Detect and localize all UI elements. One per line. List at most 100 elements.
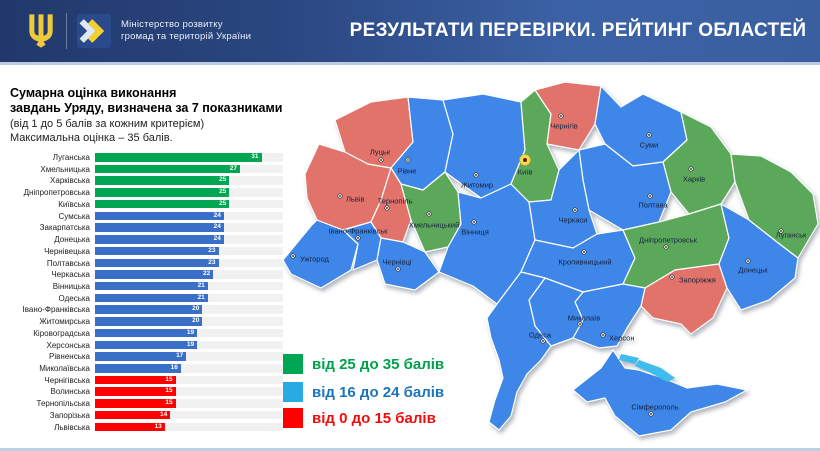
- chart-bar-label: Полтавська: [46, 258, 90, 268]
- ukraine-trident-icon: [29, 14, 53, 48]
- map-region-zaporizhzhia: [640, 263, 728, 335]
- chart-bar-value: 24: [213, 223, 221, 231]
- chart-bar-label: Вінницька: [52, 281, 90, 291]
- chart-bar-value: 22: [202, 270, 211, 278]
- legend-item: від 16 до 24 балів: [283, 382, 444, 402]
- city-label-luhansk: Луганськ: [776, 231, 807, 240]
- city-label-kyiv: Київ: [518, 168, 533, 177]
- chart-bar-value: 15: [165, 399, 173, 407]
- chart-bar: 25: [95, 199, 230, 209]
- city-label-crimea: Сімферополь: [631, 403, 678, 412]
- city-label-chernihiv: Чернігів: [550, 122, 578, 131]
- chart-bar: 22: [95, 270, 214, 279]
- legend-label: від 16 до 24 балів: [312, 383, 445, 401]
- chart-bar: 15: [95, 399, 176, 408]
- legend-item: від 25 до 35 балів: [283, 354, 444, 374]
- map-region-odesa: [486, 271, 552, 431]
- city-label-poltava: Полтава: [638, 201, 668, 210]
- chart-bar-label: Чернігівська: [44, 375, 90, 385]
- city-label-vinnytsia: Вінниця: [461, 228, 489, 237]
- chart-bar-value: 24: [213, 211, 221, 219]
- chart-bar-value: 16: [170, 364, 178, 371]
- chart-bar: 25: [95, 188, 230, 197]
- legend-swatch: [283, 382, 303, 402]
- map-region-chernihiv: [534, 81, 602, 151]
- map-region-chernivtsi: [376, 237, 440, 291]
- chart-bar-label: Чернівецька: [44, 246, 90, 256]
- chart-bar-label: Херсонська: [46, 340, 90, 350]
- chart-bar-label: Кіровоградська: [33, 328, 90, 338]
- chart-bar-value: 20: [192, 305, 200, 313]
- city-label-zaporizhzhia: Запоріжжя: [679, 276, 716, 285]
- city-marker-dot: [397, 268, 399, 270]
- chart-bar-value: 24: [213, 235, 221, 242]
- chart-bar-label: Закарпатська: [39, 223, 90, 233]
- city-label-sumy: Суми: [640, 141, 658, 150]
- page-title: РЕЗУЛЬТАТИ ПЕРЕВІРКИ. РЕЙТИНГ ОБЛАСТЕЙ: [349, 20, 807, 41]
- city-marker-dot: [780, 230, 782, 232]
- chart-bar-value: 25: [219, 188, 227, 196]
- chart-row-stripe: [95, 387, 283, 396]
- chart-bar-value: 14: [159, 410, 168, 418]
- city-label-cherkasy: Черкаси: [559, 216, 588, 225]
- chart-bar-label: Луганська: [52, 153, 90, 162]
- city-marker-dot: [407, 159, 409, 161]
- city-marker-dot: [583, 251, 585, 253]
- chart-title-line1: Сумарна оцінка виконання: [10, 86, 177, 100]
- city-label-zakarpattia: Ужгород: [300, 255, 329, 264]
- header: Міністерство розвитку громад та територі…: [0, 0, 820, 62]
- chart-title-block: Сумарна оцінка виконання завдань Уряду, …: [10, 86, 310, 146]
- city-marker-dot: [690, 168, 692, 170]
- city-marker-dot: [473, 221, 475, 223]
- chart-bar-value: 31: [251, 153, 259, 160]
- city-label-ivanofrankivsk: Івано-Франківськ: [329, 227, 389, 236]
- chart-bar: 19: [95, 328, 198, 338]
- chart-bar-value: 15: [165, 387, 173, 395]
- chart-row-stripe: [95, 352, 283, 361]
- chart-bar: 31: [95, 153, 262, 162]
- chart-bar-value: 19: [186, 340, 195, 348]
- city-marker-dot: [649, 195, 651, 197]
- chart-bar-value: 19: [186, 328, 195, 336]
- city-label-rivne: Рівне: [398, 167, 417, 176]
- city-marker-dot: [648, 134, 650, 136]
- city-label-volyn: Луцьк: [370, 148, 391, 157]
- city-label-kharkiv: Харків: [683, 175, 705, 184]
- chart-bar-value: 27: [229, 164, 237, 172]
- city-label-mykolaiv: Миколаїв: [568, 314, 600, 323]
- chart-bar-label: Київська: [58, 199, 90, 209]
- city-marker-dot: [560, 115, 562, 117]
- legend-label: від 0 до 15 балів: [312, 409, 436, 427]
- chart-bar: 21: [95, 293, 208, 303]
- city-label-kherson: Херсон: [609, 334, 635, 343]
- sivash-water: [635, 360, 675, 382]
- city-marker-dot: [292, 255, 294, 257]
- city-marker-dot: [671, 276, 673, 278]
- chart-bar: 27: [95, 164, 240, 174]
- chart-bar-value: 20: [192, 317, 200, 325]
- chart-subtitle-line2: Максимальна оцінка – 35 балів.: [10, 132, 173, 145]
- chart-bar: 19: [95, 340, 198, 349]
- chart-bar: 15: [95, 387, 176, 396]
- city-marker-dot: [602, 334, 604, 336]
- chart-row-stripe: [95, 364, 283, 373]
- chart-bar: 15: [95, 375, 176, 385]
- city-marker-dot: [579, 323, 581, 325]
- chart-bar-label: Рівненська: [49, 352, 90, 362]
- map-region-crimea: [572, 349, 748, 437]
- chart-bar-label: Волинська: [50, 387, 90, 397]
- chart-bar-value: 21: [197, 293, 205, 301]
- chart-bar: 25: [95, 176, 230, 185]
- chart-bar: 16: [95, 364, 181, 373]
- ministry-name-line2: громад та територій України: [121, 31, 252, 42]
- city-label-kirovohrad: Кропивницький: [558, 258, 611, 267]
- chart-bar-label: Сумська: [58, 211, 90, 221]
- city-marker-dot: [542, 340, 544, 342]
- legend-item: від 0 до 15 балів: [283, 408, 436, 428]
- city-label-lviv: Львів: [346, 195, 364, 204]
- chart-bar: 24: [95, 211, 224, 221]
- chart-bar-value: 23: [208, 246, 216, 254]
- chart-bar-label: Миколаївська: [39, 364, 90, 373]
- chart-bar: 23: [95, 258, 219, 267]
- chart-bar-label: Одеська: [58, 293, 90, 303]
